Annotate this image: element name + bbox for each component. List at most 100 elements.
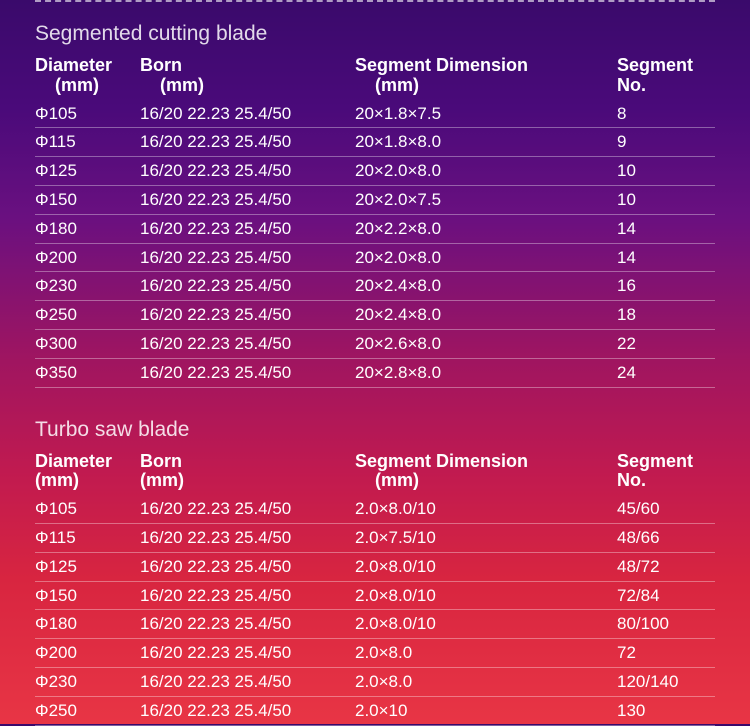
table-row: Φ15016/20 22.23 25.4/5020×2.0×7.510: [35, 185, 715, 214]
table-row: Φ10516/20 22.23 25.4/502.0×8.0/1045/60: [35, 495, 715, 523]
header-diameter-unit: (mm): [35, 76, 140, 96]
cell-born: 16/20 22.23 25.4/50: [140, 639, 355, 668]
cell-segno: 45/60: [617, 495, 715, 523]
header-diameter: Diameter (mm): [35, 448, 140, 496]
table-row: Φ30016/20 22.23 25.4/5020×2.6×8.022: [35, 329, 715, 358]
cell-segno: 10: [617, 185, 715, 214]
cell-segno: 8: [617, 100, 715, 128]
table-row: Φ20016/20 22.23 25.4/502.0×8.072: [35, 639, 715, 668]
cell-segdim: 2.0×8.0/10: [355, 610, 617, 639]
header-born-unit: (mm): [140, 76, 355, 96]
cell-segdim: 20×2.4×8.0: [355, 301, 617, 330]
header-born-unit: (mm): [140, 471, 355, 491]
content-container: Segmented cutting blade Diameter (mm) Bo…: [0, 0, 750, 726]
header-born: Born (mm): [140, 448, 355, 496]
cell-diameter: Φ105: [35, 495, 140, 523]
table-row: Φ18016/20 22.23 25.4/5020×2.2×8.014: [35, 214, 715, 243]
cell-segno: 24: [617, 358, 715, 387]
cell-segdim: 20×2.4×8.0: [355, 272, 617, 301]
cell-born: 16/20 22.23 25.4/50: [140, 243, 355, 272]
cell-born: 16/20 22.23 25.4/50: [140, 301, 355, 330]
header-diameter-unit: (mm): [35, 471, 140, 491]
header-segdim: Segment Dimension (mm): [355, 448, 617, 496]
cell-segno: 130: [617, 696, 715, 725]
cell-segno: 80/100: [617, 610, 715, 639]
table-row: Φ12516/20 22.23 25.4/5020×2.0×8.010: [35, 157, 715, 186]
cell-segdim: 2.0×8.0/10: [355, 581, 617, 610]
table-row: Φ20016/20 22.23 25.4/5020×2.0×8.014: [35, 243, 715, 272]
cell-born: 16/20 22.23 25.4/50: [140, 272, 355, 301]
table-row: Φ15016/20 22.23 25.4/502.0×8.0/1072/84: [35, 581, 715, 610]
table-row: Φ23016/20 22.23 25.4/502.0×8.0120/140: [35, 667, 715, 696]
section1-title: Segmented cutting blade: [35, 22, 715, 46]
cell-diameter: Φ230: [35, 667, 140, 696]
cell-born: 16/20 22.23 25.4/50: [140, 523, 355, 552]
cell-diameter: Φ250: [35, 301, 140, 330]
cell-diameter: Φ115: [35, 128, 140, 157]
header-born-label: Born: [140, 55, 182, 75]
cell-born: 16/20 22.23 25.4/50: [140, 185, 355, 214]
header-segdim-unit: (mm): [355, 76, 617, 96]
header-segdim: Segment Dimension (mm): [355, 52, 617, 100]
cell-born: 16/20 22.23 25.4/50: [140, 329, 355, 358]
cell-segdim: 20×2.8×8.0: [355, 358, 617, 387]
table-row: Φ10516/20 22.23 25.4/5020×1.8×7.58: [35, 100, 715, 128]
cell-segdim: 20×1.8×7.5: [355, 100, 617, 128]
table-row: Φ25016/20 22.23 25.4/502.0×10130: [35, 696, 715, 725]
cell-born: 16/20 22.23 25.4/50: [140, 696, 355, 725]
table-row: Φ11516/20 22.23 25.4/502.0×7.5/1048/66: [35, 523, 715, 552]
cell-segdim: 2.0×8.0: [355, 667, 617, 696]
header-segdim-unit: (mm): [355, 471, 617, 491]
table-header-row: Diameter (mm) Born (mm) Segment Dimensio…: [35, 448, 715, 496]
cell-segdim: 2.0×10: [355, 696, 617, 725]
table-row: Φ18016/20 22.23 25.4/502.0×8.0/1080/100: [35, 610, 715, 639]
cell-segno: 10: [617, 157, 715, 186]
cell-segno: 16: [617, 272, 715, 301]
cell-diameter: Φ350: [35, 358, 140, 387]
cell-diameter: Φ250: [35, 696, 140, 725]
table-row: Φ35016/20 22.23 25.4/5020×2.8×8.024: [35, 358, 715, 387]
table-segmented: Diameter (mm) Born (mm) Segment Dimensio…: [35, 52, 715, 388]
cell-segno: 48/72: [617, 552, 715, 581]
cell-segdim: 20×2.2×8.0: [355, 214, 617, 243]
cell-segdim: 2.0×8.0/10: [355, 495, 617, 523]
cell-segno: 18: [617, 301, 715, 330]
table-row: Φ23016/20 22.23 25.4/5020×2.4×8.016: [35, 272, 715, 301]
cell-segno: 14: [617, 243, 715, 272]
cell-diameter: Φ115: [35, 523, 140, 552]
cell-born: 16/20 22.23 25.4/50: [140, 157, 355, 186]
header-segdim-label: Segment Dimension: [355, 451, 528, 471]
header-segno-unit: No.: [617, 76, 715, 96]
header-diameter-label: Diameter: [35, 55, 112, 75]
table-row: Φ25016/20 22.23 25.4/5020×2.4×8.018: [35, 301, 715, 330]
cell-segno: 72/84: [617, 581, 715, 610]
cell-segno: 9: [617, 128, 715, 157]
cell-born: 16/20 22.23 25.4/50: [140, 100, 355, 128]
cell-segdim: 20×2.0×8.0: [355, 243, 617, 272]
cell-segno: 72: [617, 639, 715, 668]
header-segno: Segment No.: [617, 448, 715, 496]
cell-diameter: Φ125: [35, 552, 140, 581]
cell-segdim: 20×2.0×7.5: [355, 185, 617, 214]
header-segno-label: Segment: [617, 55, 693, 75]
header-diameter: Diameter (mm): [35, 52, 140, 100]
cell-diameter: Φ180: [35, 610, 140, 639]
cell-segdim: 2.0×8.0: [355, 639, 617, 668]
divider-dashed: [35, 0, 715, 2]
section2-title: Turbo saw blade: [35, 418, 715, 442]
cell-born: 16/20 22.23 25.4/50: [140, 581, 355, 610]
header-segno: Segment No.: [617, 52, 715, 100]
cell-segdim: 20×2.6×8.0: [355, 329, 617, 358]
table-row: Φ11516/20 22.23 25.4/5020×1.8×8.09: [35, 128, 715, 157]
cell-diameter: Φ150: [35, 581, 140, 610]
cell-diameter: Φ230: [35, 272, 140, 301]
cell-born: 16/20 22.23 25.4/50: [140, 358, 355, 387]
cell-born: 16/20 22.23 25.4/50: [140, 128, 355, 157]
cell-diameter: Φ200: [35, 639, 140, 668]
cell-segdim: 20×1.8×8.0: [355, 128, 617, 157]
table-row: Φ12516/20 22.23 25.4/502.0×8.0/1048/72: [35, 552, 715, 581]
header-born-label: Born: [140, 451, 182, 471]
cell-diameter: Φ105: [35, 100, 140, 128]
cell-segdim: 2.0×8.0/10: [355, 552, 617, 581]
cell-born: 16/20 22.23 25.4/50: [140, 214, 355, 243]
